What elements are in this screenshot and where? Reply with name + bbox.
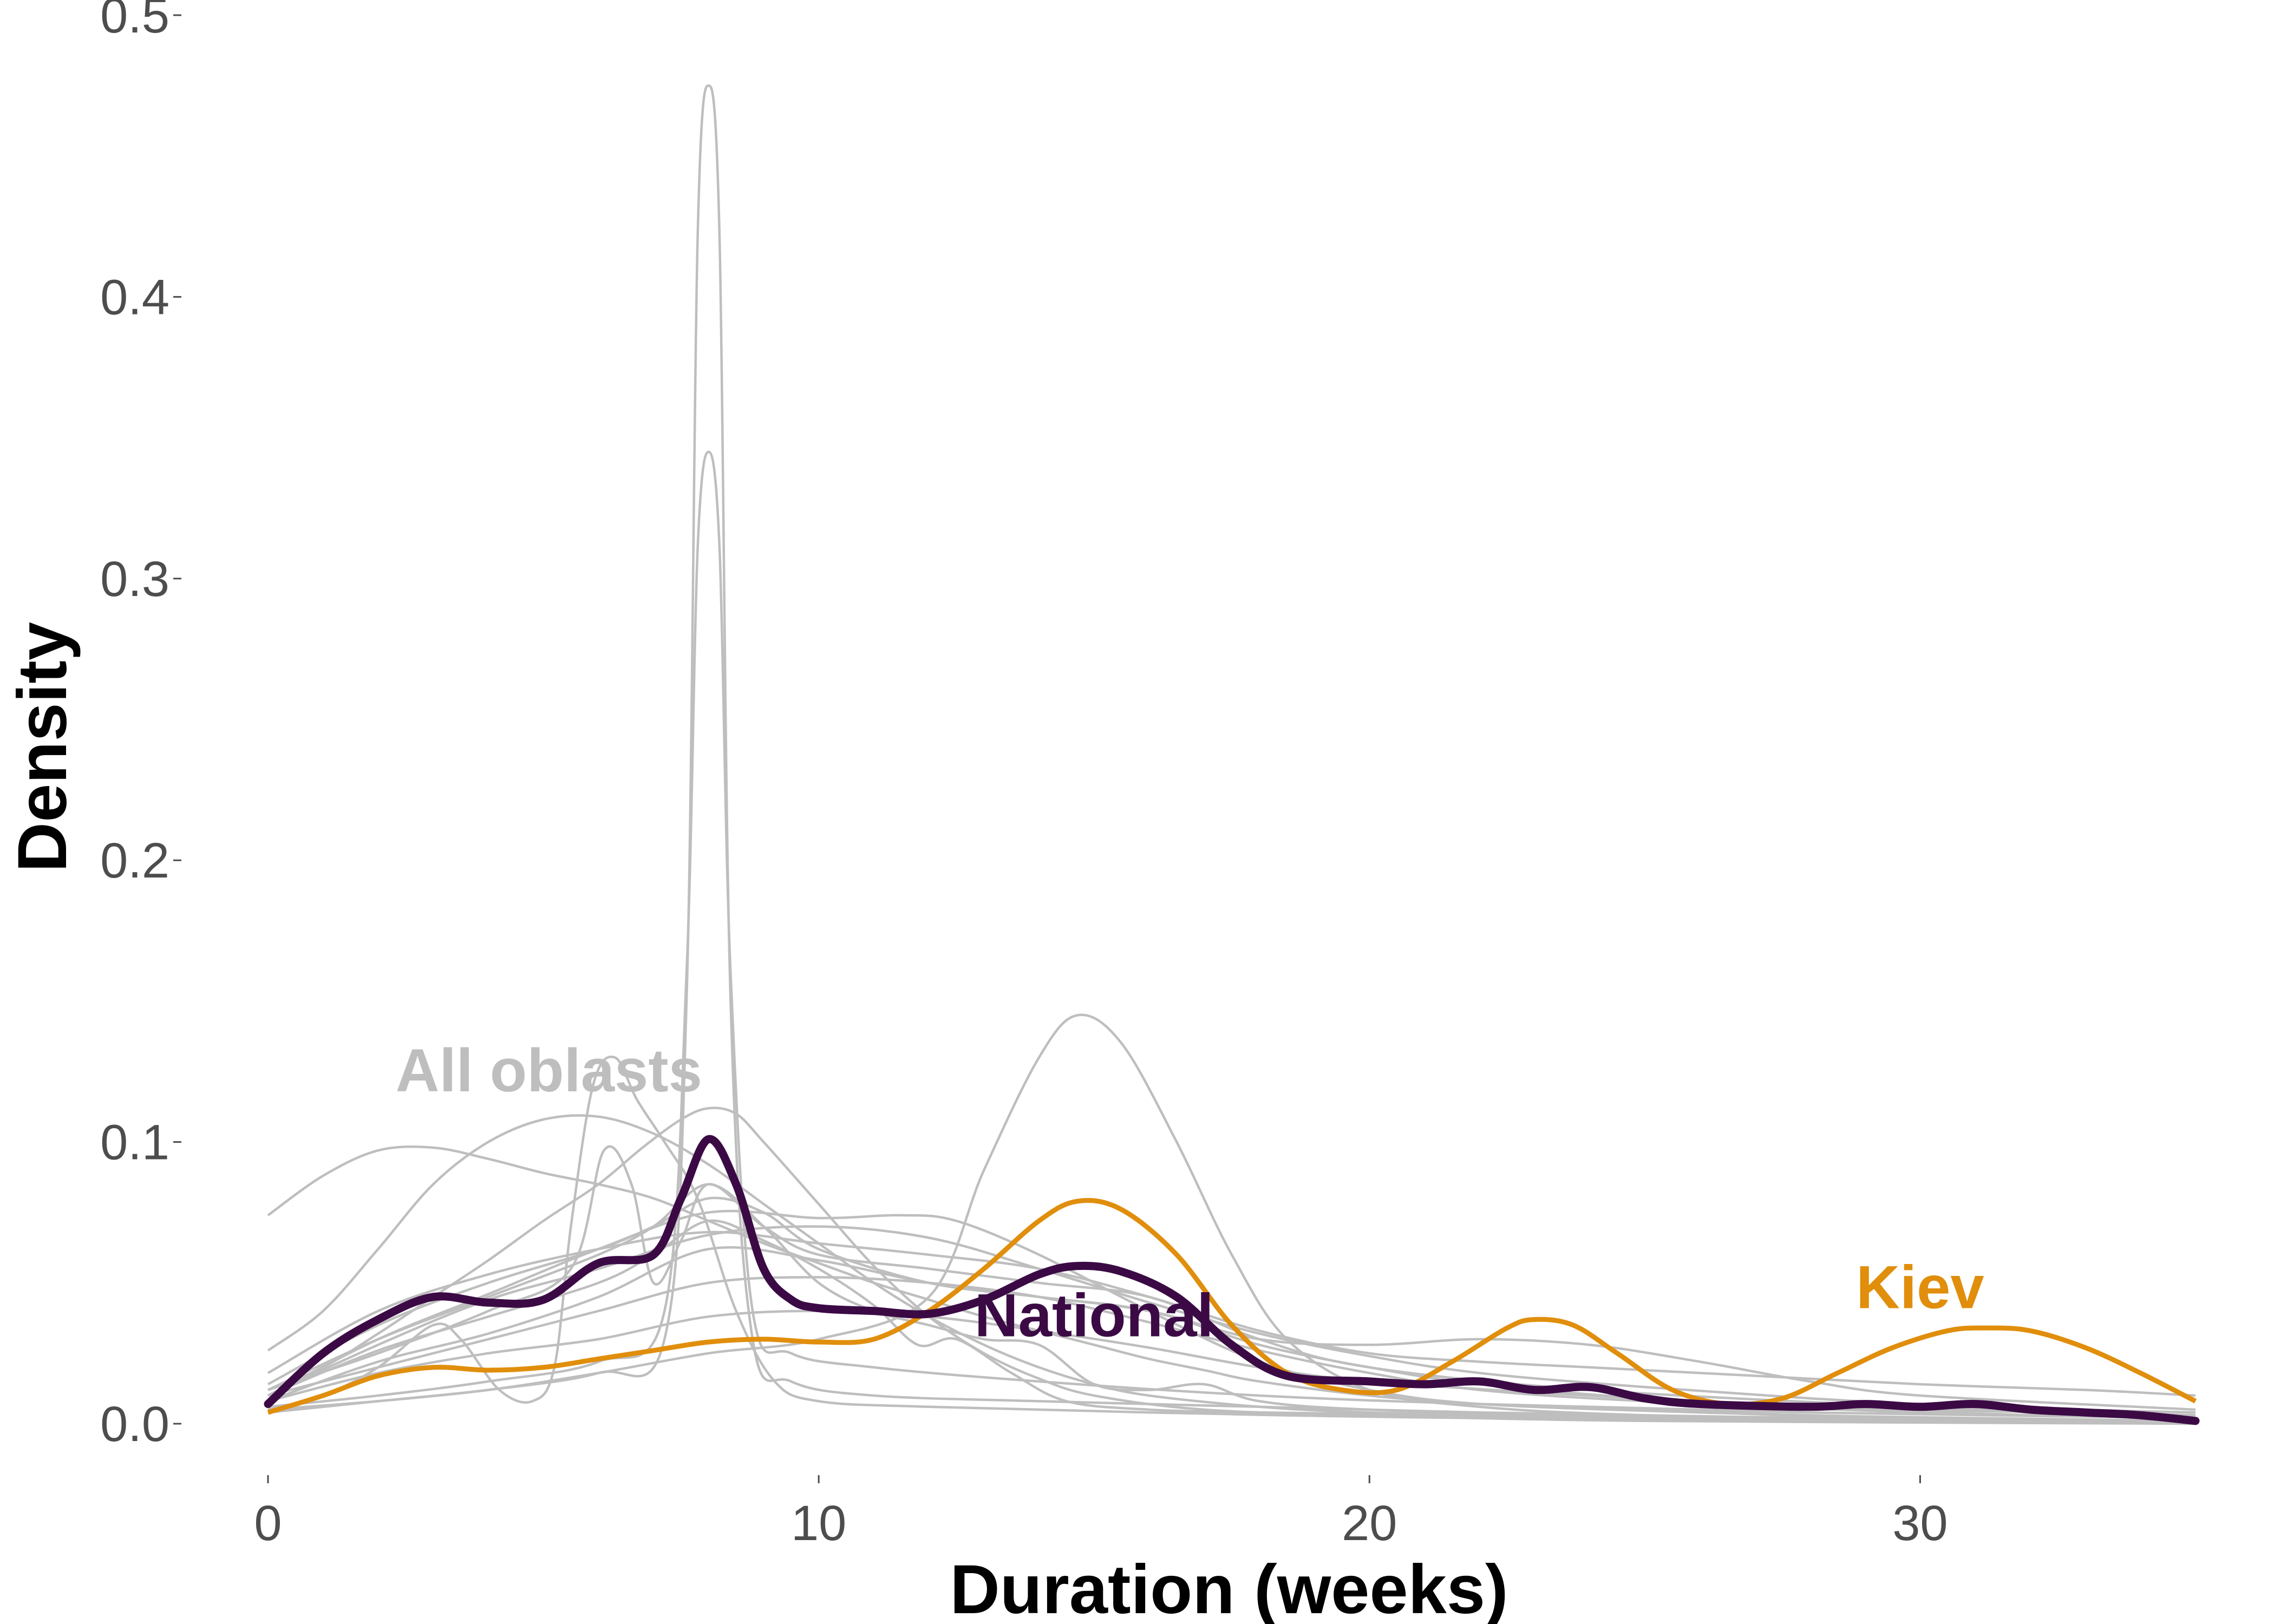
oblast-density-line [267,1055,2196,1425]
y-axis-title: Density [4,622,81,872]
y-tick-label: 0.5 [100,0,169,43]
x-tick-label: 10 [791,1496,846,1551]
oblast-density-line [267,1183,2196,1423]
x-axis-title: Duration (weeks) [950,1551,1508,1624]
kiev-density-line [267,1198,2197,1415]
x-tick-label: 30 [1892,1496,1948,1551]
y-tick-label: 0.0 [100,1397,169,1452]
y-tick-label: 0.2 [100,833,169,888]
highlight-lines [264,1135,2200,1425]
y-tick-label: 0.4 [100,270,169,325]
x-tick-label: 0 [254,1496,282,1551]
oblast-density-line [267,84,2196,1423]
oblast-lines [267,84,2196,1425]
oblast-density-line [267,1230,2196,1397]
oblast-density-line [267,1013,2196,1425]
all-oblasts-label: All oblasts [396,1037,702,1104]
x-tick-label: 20 [1342,1496,1397,1551]
oblast-density-line [267,1225,2196,1414]
y-tick-label: 0.1 [100,1115,169,1170]
national-label: National [975,1282,1214,1350]
kiev-label: Kiev [1856,1254,1984,1321]
y-tick-label: 0.3 [100,552,169,607]
annotations: All oblasts National Kiev [396,1037,1984,1350]
axis-ticks: 0.0 0.1 0.2 0.3 0.4 0.5 0 10 20 30 [100,0,1948,1551]
national-density-line [264,1135,2200,1425]
